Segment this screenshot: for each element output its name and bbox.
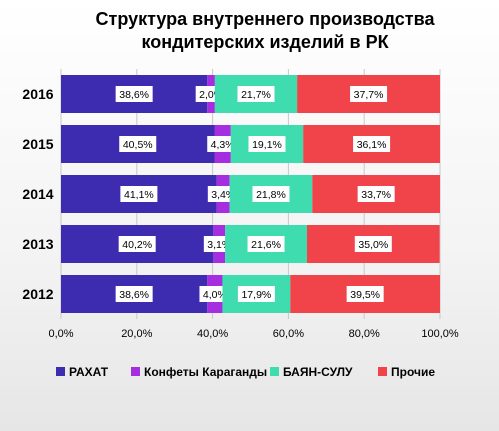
data-label: 39,5% bbox=[350, 289, 380, 301]
data-label: 19,1% bbox=[252, 139, 282, 151]
x-tick-label: 80,0% bbox=[349, 328, 380, 340]
data-label: 41,1% bbox=[124, 189, 154, 201]
data-label-box bbox=[353, 136, 391, 152]
data-label-box bbox=[237, 286, 275, 302]
legend-swatch bbox=[378, 367, 387, 376]
data-label: 21,6% bbox=[251, 239, 281, 251]
data-label-box bbox=[207, 136, 239, 152]
bar-group: 38,6% 2,0% 21,7% 37,7%40,5% 4,3% 19,1% 36,1%41… bbox=[61, 75, 440, 313]
data-label-box bbox=[354, 236, 392, 252]
x-tick-label: 100,0% bbox=[421, 328, 459, 340]
legend: РАХАТ Конфеты Караганды БАЯН-СУЛУ Прочие bbox=[56, 365, 435, 379]
data-label: 4,3% bbox=[211, 139, 235, 151]
data-label: 21,7% bbox=[241, 89, 271, 101]
y-tick-label: 2014 bbox=[22, 186, 53, 202]
data-label: 4,0% bbox=[203, 289, 227, 301]
x-axis-ticks: 0,0% 20,0% 40,0% 60,0% 80,0% 100,0% bbox=[48, 328, 458, 340]
x-tick-label: 0,0% bbox=[48, 328, 73, 340]
data-label-box bbox=[118, 236, 156, 252]
y-tick-label: 2016 bbox=[22, 86, 53, 102]
data-label-box bbox=[252, 186, 290, 202]
legend-swatch bbox=[56, 367, 65, 376]
legend-label: РАХАТ bbox=[69, 365, 109, 379]
data-label-box bbox=[237, 86, 275, 102]
y-tick-label: 2015 bbox=[22, 136, 53, 152]
data-label-box bbox=[346, 286, 384, 302]
x-tick-label: 40,0% bbox=[197, 328, 228, 340]
data-label: 38,6% bbox=[119, 89, 149, 101]
data-label: 37,7% bbox=[354, 89, 384, 101]
data-label: 35,0% bbox=[358, 239, 388, 251]
data-label-box bbox=[357, 186, 395, 202]
legend-swatch bbox=[270, 367, 279, 376]
legend-label: БАЯН-СУЛУ bbox=[283, 365, 353, 379]
x-tick-label: 20,0% bbox=[121, 328, 152, 340]
data-label-box bbox=[115, 86, 153, 102]
data-label-box bbox=[248, 136, 286, 152]
y-axis-labels: 2016 2015 2014 2013 2012 bbox=[22, 86, 53, 302]
data-label: 40,5% bbox=[123, 139, 153, 151]
x-tick-label: 60,0% bbox=[273, 328, 304, 340]
data-label-box bbox=[120, 186, 158, 202]
data-label-box bbox=[119, 136, 157, 152]
data-label: 33,7% bbox=[361, 189, 391, 201]
data-label: 40,2% bbox=[122, 239, 152, 251]
y-tick-label: 2013 bbox=[22, 236, 53, 252]
chart-title: Структура внутреннего производства конди… bbox=[95, 9, 435, 52]
data-label-box bbox=[247, 236, 285, 252]
data-label: 38,6% bbox=[119, 289, 149, 301]
data-label-box bbox=[350, 86, 388, 102]
y-tick-label: 2012 bbox=[22, 286, 53, 302]
data-label: 36,1% bbox=[357, 139, 387, 151]
legend-label: Конфеты Караганды bbox=[144, 365, 267, 379]
data-label: 3,4% bbox=[211, 189, 235, 201]
data-label: 21,8% bbox=[256, 189, 286, 201]
legend-label: Прочие bbox=[391, 365, 435, 379]
data-label-box bbox=[115, 286, 153, 302]
legend-swatch bbox=[131, 367, 140, 376]
data-label: 17,9% bbox=[241, 289, 271, 301]
